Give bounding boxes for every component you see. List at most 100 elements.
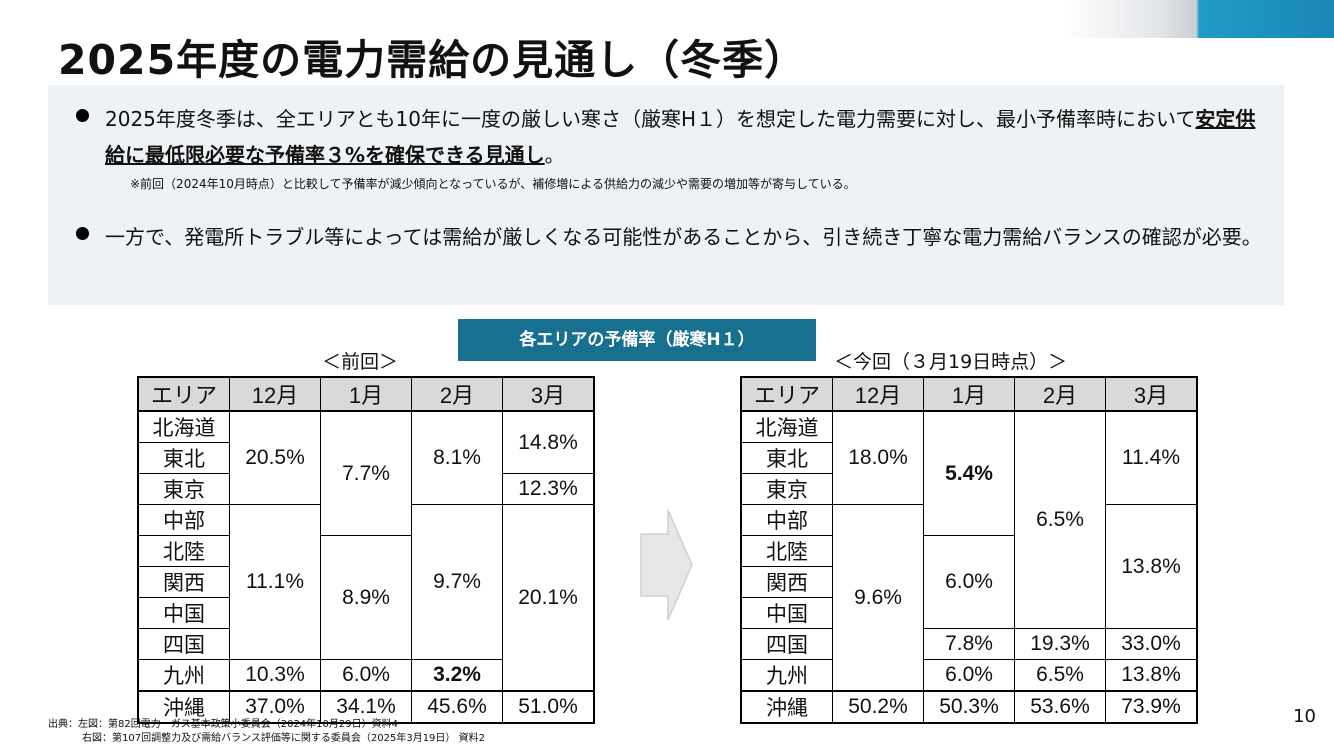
cell-dec: 50.2%	[832, 690, 924, 724]
table-header-row: エリア 12月 1月 2月 3月	[740, 376, 1198, 412]
cell-dec: 10.3%	[229, 659, 321, 692]
area-kansai: 関西	[137, 566, 230, 598]
corner-decoration	[1064, 0, 1334, 38]
area-chugoku: 中国	[740, 597, 833, 629]
section-banner: 各エリアの予備率（厳寒H１）	[458, 319, 816, 361]
table-row: 中国	[137, 597, 594, 629]
cell-jan: 6.0%	[923, 535, 1015, 629]
header-area: エリア	[740, 376, 833, 412]
header-feb: 2月	[1014, 376, 1106, 412]
area-tohoku: 東北	[740, 442, 833, 474]
area-chubu: 中部	[740, 504, 833, 536]
cell-dec: 20.5%	[229, 410, 321, 505]
cell-dec: 18.0%	[832, 410, 924, 505]
header-dec: 12月	[229, 376, 321, 412]
cell-mar: 13.8%	[1105, 504, 1198, 629]
cell-feb: 19.3%	[1014, 628, 1106, 660]
area-kyushu: 九州	[740, 659, 833, 692]
cell-feb: 6.5%	[1014, 659, 1106, 692]
bullet-1-emphasis: 安定供給に最低限必要な予備率３%を確保できる見通し	[105, 107, 1256, 167]
area-tohoku: 東北	[137, 442, 230, 474]
area-chubu: 中部	[137, 504, 230, 536]
table-row: 北陸 6.0%	[740, 535, 1197, 629]
area-okinawa: 沖縄	[740, 690, 833, 724]
cell-mar: 73.9%	[1105, 690, 1198, 724]
page-title: 2025年度の電力需給の見通し（冬季）	[58, 36, 807, 84]
cell-feb-min: 3.2%	[411, 659, 503, 692]
cell-feb: 8.1%	[411, 410, 503, 505]
previous-reserve-table: エリア 12月 1月 2月 3月 北海道 20.5% 7.7% 8.1% 14.…	[137, 376, 595, 724]
bullet-1-text-post: 。	[544, 143, 565, 167]
source-line-2: 右図：第107回調整力及び需給バランス評価等に関する委員会（2025年3月19日…	[82, 733, 485, 744]
cell-dec: 37.0%	[229, 690, 321, 724]
cell-feb: 9.7%	[411, 504, 503, 660]
area-kyushu: 九州	[137, 659, 230, 692]
header-jan: 1月	[923, 376, 1015, 412]
right-arrow-icon	[640, 509, 693, 621]
table-row: 中国	[740, 597, 1197, 629]
table-row: 北海道 18.0% 5.4% 6.5% 11.4%	[740, 410, 1198, 629]
bullet-1: 2025年度冬季は、全エリアとも10年に一度の厳しい寒さ（厳寒H１）を想定した電…	[76, 101, 1270, 173]
source-line-1: 出典：左図：第82回電力・ガス基本政策小委員会（2024年10月29日）資料4	[48, 719, 398, 730]
comparison-note: ※前回（2024年10月時点）と比較して予備率が減少傾向となっているが、補修増に…	[130, 177, 856, 191]
summary-box: 2025年度冬季は、全エリアとも10年に一度の厳しい寒さ（厳寒H１）を想定した電…	[48, 85, 1284, 305]
header-mar: 3月	[502, 376, 595, 412]
area-hokkaido: 北海道	[137, 410, 230, 443]
table-row: 関西	[137, 566, 594, 598]
cell-jan: 6.0%	[320, 659, 412, 692]
bullet-dot	[76, 227, 89, 240]
bullet-2-text: 一方で、発電所トラブル等によっては需給が厳しくなる可能性があることから、引き続き…	[105, 225, 1262, 249]
cell-mar: 20.1%	[502, 504, 595, 692]
area-shikoku: 四国	[740, 628, 833, 660]
cell-jan-min: 5.4%	[923, 410, 1015, 536]
area-okinawa: 沖縄	[137, 690, 230, 724]
source-notes: 出典：左図：第82回電力・ガス基本政策小委員会（2024年10月29日）資料4 …	[48, 718, 485, 746]
cell-dec: 9.6%	[832, 504, 924, 692]
table-row: 九州 10.3% 6.0% 3.2%	[137, 659, 594, 692]
cell-mar: 12.3%	[502, 473, 595, 505]
header-area: エリア	[137, 376, 230, 412]
table-row: 東北	[137, 442, 594, 474]
area-hokkaido: 北海道	[740, 410, 833, 443]
cell-jan: 8.9%	[320, 535, 412, 660]
header-dec: 12月	[832, 376, 924, 412]
cell-mar: 51.0%	[502, 690, 595, 724]
bullet-dot	[76, 109, 89, 122]
table-row: 中部 11.1% 9.7% 20.1%	[137, 504, 595, 692]
area-chugoku: 中国	[137, 597, 230, 629]
page-number: 10	[1293, 706, 1316, 727]
cell-jan: 6.0%	[923, 659, 1015, 692]
table-row: 関西	[740, 566, 1197, 598]
cell-feb: 6.5%	[1014, 410, 1106, 629]
area-tokyo: 東京	[137, 473, 230, 505]
cell-mar: 14.8%	[502, 410, 595, 474]
cell-feb: 45.6%	[411, 690, 503, 724]
table-row: 沖縄 50.2% 50.3% 53.6% 73.9%	[740, 690, 1198, 724]
bullet-1-text: 2025年度冬季は、全エリアとも10年に一度の厳しい寒さ（厳寒H１）を想定した電…	[105, 101, 1270, 173]
area-hokuriku: 北陸	[740, 535, 833, 567]
cell-mar: 33.0%	[1105, 628, 1198, 660]
cell-mar: 13.8%	[1105, 659, 1198, 692]
left-table-caption: ＜前回＞	[322, 351, 399, 373]
cell-dec: 11.1%	[229, 504, 321, 660]
area-hokuriku: 北陸	[137, 535, 230, 567]
table-row: 九州 6.0% 6.5% 13.8%	[740, 659, 1198, 692]
table-row: 東京	[740, 473, 1197, 505]
table-row: 北陸 8.9%	[137, 535, 594, 660]
area-kansai: 関西	[740, 566, 833, 598]
cell-mar: 11.4%	[1105, 410, 1198, 505]
cell-jan: 34.1%	[320, 690, 412, 724]
header-feb: 2月	[411, 376, 503, 412]
table-header-row: エリア 12月 1月 2月 3月	[137, 376, 595, 412]
cell-jan: 7.8%	[923, 628, 1015, 660]
header-mar: 3月	[1105, 376, 1198, 412]
area-tokyo: 東京	[740, 473, 833, 505]
header-jan: 1月	[320, 376, 412, 412]
table-row: 沖縄 37.0% 34.1% 45.6% 51.0%	[137, 690, 595, 724]
current-reserve-table: エリア 12月 1月 2月 3月 北海道 18.0% 5.4% 6.5% 11.…	[740, 376, 1198, 724]
cell-jan: 50.3%	[923, 690, 1015, 724]
bullet-2: 一方で、発電所トラブル等によっては需給が厳しくなる可能性があることから、引き続き…	[76, 219, 1270, 255]
table-row: 四国 7.8% 19.3% 33.0%	[740, 628, 1198, 660]
right-table-caption: ＜今回（３月19日時点）＞	[834, 351, 1068, 373]
area-shikoku: 四国	[137, 628, 230, 660]
